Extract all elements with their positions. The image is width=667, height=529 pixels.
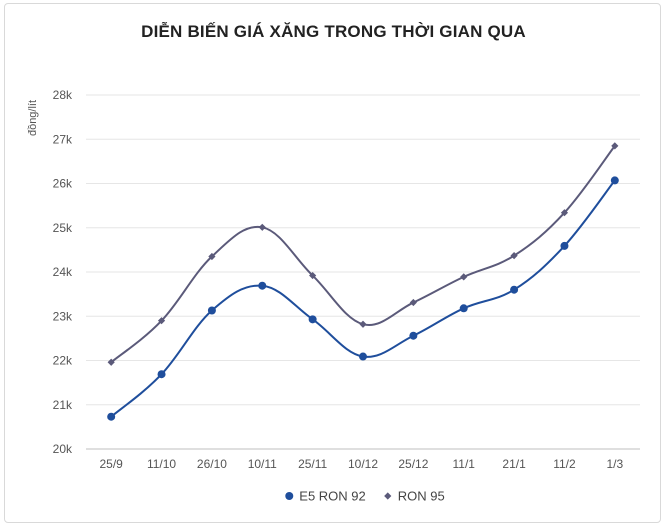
chart-frame — [4, 3, 661, 523]
x-tick-label: 11/1 — [452, 457, 475, 471]
data-point — [459, 304, 468, 313]
data-point — [560, 241, 569, 250]
x-tick-label: 25/12 — [398, 457, 428, 471]
legend-marker — [384, 492, 392, 500]
data-point — [107, 412, 116, 421]
data-point — [107, 358, 115, 366]
y-tick-label: 24k — [53, 265, 73, 279]
x-tick-label: 25/9 — [100, 457, 124, 471]
x-axis-ticks: 25/9 11/10 26/10 10/11 25/11 10/12 25/12 11/1 21… — [100, 457, 624, 471]
y-tick-label: 26k — [53, 177, 73, 191]
legend-label: E5 RON 92 — [299, 489, 365, 504]
series-line — [110, 179, 616, 418]
x-tick-label: 10/11 — [248, 457, 277, 471]
data-point — [409, 331, 418, 340]
legend-marker — [285, 492, 294, 500]
x-tick-label: 11/10 — [147, 457, 176, 471]
y-tick-label: 28k — [53, 88, 73, 102]
series-line — [110, 145, 616, 364]
data-point — [308, 315, 317, 324]
data-point — [359, 352, 367, 361]
data-point — [208, 252, 216, 261]
y-tick-label: 21k — [53, 398, 73, 412]
y-tick-label: 25k — [53, 221, 73, 235]
gridlines — [86, 94, 640, 450]
data-point — [611, 142, 619, 150]
x-tick-label: 25/11 — [298, 457, 327, 471]
data-point — [560, 209, 569, 217]
x-tick-label: 11/2 — [553, 457, 576, 471]
data-point — [409, 298, 417, 307]
y-axis-label: đồng/lít — [27, 100, 39, 136]
series-0 — [107, 176, 619, 421]
chart-title: DIỄN BIẾN GIÁ XĂNG TRONG THỜI GIAN QUA — [141, 22, 526, 41]
y-axis-ticks: 20k 21k 22k 23k 24k 25k 26k 27k 28k — [53, 88, 73, 456]
legend-label: RON 95 — [398, 489, 445, 504]
data-point — [460, 273, 468, 281]
x-tick-label: 21/1 — [502, 457, 526, 471]
legend-item: E5 RON 92 — [285, 489, 366, 504]
data-point — [207, 306, 216, 315]
data-point — [510, 285, 519, 294]
y-tick-label: 20k — [53, 442, 73, 456]
series-lines — [107, 142, 619, 421]
data-point — [510, 252, 518, 260]
x-tick-label: 1/3 — [606, 457, 623, 471]
y-tick-label: 27k — [53, 132, 73, 146]
data-point — [610, 176, 619, 185]
data-point — [157, 317, 166, 325]
data-point — [157, 370, 166, 379]
legend: E5 RON 92 RON 95 — [285, 489, 445, 504]
data-point — [359, 320, 367, 328]
data-point — [258, 281, 267, 290]
data-point — [309, 271, 317, 280]
data-point — [258, 223, 266, 231]
series-1 — [107, 142, 619, 366]
legend-item: RON 95 — [384, 489, 445, 504]
x-tick-label: 26/10 — [197, 457, 227, 471]
x-tick-label: 10/12 — [348, 457, 378, 471]
y-tick-label: 22k — [53, 354, 73, 368]
y-tick-label: 23k — [53, 309, 73, 323]
